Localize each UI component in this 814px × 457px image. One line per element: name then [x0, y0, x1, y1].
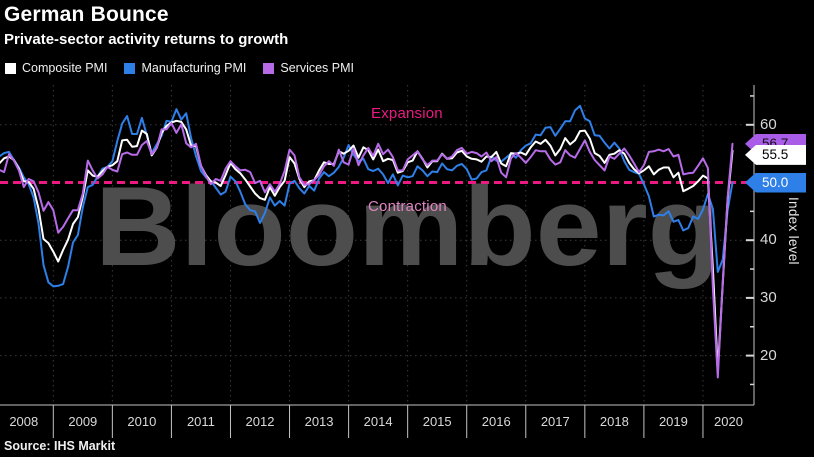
series-line-composite-pmi — [0, 119, 734, 372]
contraction-annotation: Contraction — [368, 198, 447, 215]
x-axis-tick-label: 2009 — [68, 414, 98, 429]
y-axis-tick-label: 30 — [760, 288, 777, 306]
x-axis-tick-label: 2015 — [422, 414, 452, 429]
x-axis-tick-label: 2018 — [599, 414, 629, 429]
legend-label: Services PMI — [280, 61, 355, 75]
services-swatch-icon — [263, 62, 275, 74]
legend-label: Composite PMI — [22, 61, 108, 75]
legend-item-services: Services PMI — [263, 61, 354, 75]
expansion-annotation: Expansion — [371, 105, 443, 122]
legend-label: Manufacturing PMI — [141, 61, 247, 75]
manufacturing-swatch-icon — [124, 62, 136, 74]
page-subtitle: Private-sector activity returns to growt… — [4, 31, 289, 48]
legend-item-manufacturing: Manufacturing PMI — [124, 61, 246, 75]
x-axis-tick-label: 2017 — [540, 414, 570, 429]
bloomberg-watermark: Bloomberg — [95, 164, 720, 289]
series-line-services-pmi — [0, 122, 734, 379]
x-axis-tick-label: 2020 — [714, 414, 743, 429]
composite-swatch-icon — [5, 62, 16, 74]
y-axis-tick-label: 20 — [760, 346, 777, 364]
x-axis-tick-label: 2019 — [658, 414, 688, 429]
manufacturing-last-value-badge: 50.0 — [745, 172, 806, 193]
x-axis-tick-label: 2011 — [186, 414, 215, 429]
page-title: German Bounce — [4, 3, 169, 26]
y-axis-title: Index level — [786, 197, 801, 265]
x-axis-tick-label: 2008 — [9, 414, 39, 429]
y-axis-tick-label: 40 — [760, 231, 777, 249]
series-line-manufacturing-pmi — [0, 104, 734, 288]
x-axis-tick-label: 2013 — [304, 414, 334, 429]
x-axis-tick-label: 2014 — [363, 414, 393, 429]
composite-last-value-badge: 55.5 — [745, 144, 806, 165]
x-axis-tick-label: 2016 — [481, 414, 511, 429]
x-axis-tick-label: 2012 — [245, 414, 275, 429]
legend-item-composite: Composite PMI — [5, 61, 107, 75]
y-axis-tick-label: 60 — [760, 115, 777, 133]
source-attribution: Source: IHS Markit — [4, 439, 116, 453]
legend: Composite PMI Manufacturing PMI Services… — [5, 61, 371, 75]
x-axis-tick-label: 2010 — [127, 414, 157, 429]
